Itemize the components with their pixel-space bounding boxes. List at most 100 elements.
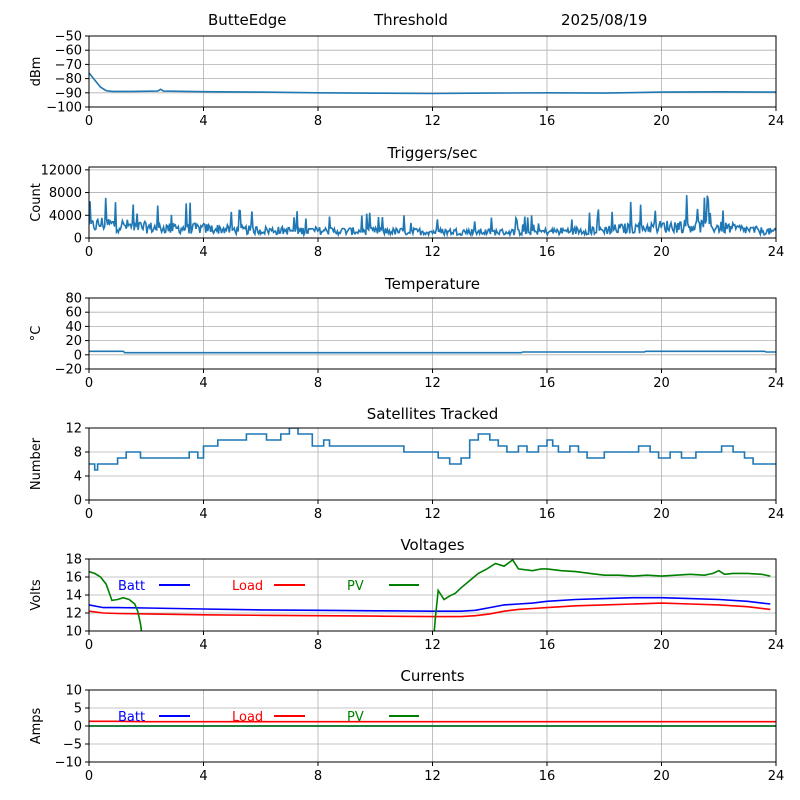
x-tick-label: 8 (314, 245, 322, 260)
y-tick-label: 18 (65, 553, 82, 568)
x-tick-label: 24 (768, 507, 785, 522)
y-tick-label: 60 (65, 306, 82, 321)
x-tick-label: 12 (424, 507, 441, 522)
x-tick-label: 24 (768, 638, 785, 653)
x-tick-label: 0 (85, 638, 93, 653)
y-tick-label: 40 (65, 320, 82, 335)
x-tick-label: 16 (539, 638, 556, 653)
chart-title: Triggers/sec (387, 144, 478, 162)
y-axis-label: Volts (29, 579, 44, 611)
x-tick-label: 12 (424, 376, 441, 391)
y-tick-label: −5 (63, 738, 82, 753)
y-tick-label: −50 (55, 30, 82, 45)
y-tick-label: 12 (65, 422, 82, 437)
series-line (89, 195, 776, 238)
y-axis-label: Amps (29, 707, 44, 744)
chart-panel-2: 0 4 8 12 16 20 24 0 4000 8000 12000 Triggers/sec Cou… (29, 144, 784, 260)
chart-title: Currents (400, 667, 464, 685)
x-tick-label: 0 (85, 114, 93, 129)
x-tick-label: 24 (768, 245, 785, 260)
chart-panel-6: 0 4 8 12 16 20 24 −10 −5 0 5 10 Currents Amps Batt Load… (29, 667, 784, 784)
series-line (89, 428, 776, 471)
y-tick-label: −80 (55, 72, 82, 87)
legend-label-pv: PV (347, 710, 364, 725)
y-tick-label: −20 (55, 363, 82, 378)
x-tick-label: 20 (653, 376, 670, 391)
x-tick-label: 4 (199, 769, 207, 784)
x-tick-label: 20 (653, 507, 670, 522)
legend-label-load: Load (232, 710, 263, 725)
y-axis-label: Number (29, 437, 44, 490)
chart-title: Satellites Tracked (367, 405, 498, 423)
y-tick-label: 8000 (49, 186, 82, 201)
x-tick-label: 4 (199, 638, 207, 653)
legend-label-load: Load (232, 579, 263, 594)
series-line-pv (433, 559, 771, 631)
station-name: ButteEdge (208, 11, 287, 29)
chart-panel-5: 0 4 8 12 16 20 24 10 12 14 16 18 Voltages Volts Batt Lo… (29, 536, 784, 653)
x-tick-label: 20 (653, 245, 670, 260)
y-tick-label: 0 (74, 232, 82, 247)
x-tick-label: 8 (314, 507, 322, 522)
chart-panel-4: 0 4 8 12 16 20 24 0 4 8 12 Satellites Tracked Number (29, 405, 784, 522)
x-tick-label: 20 (653, 769, 670, 784)
x-tick-label: 24 (768, 376, 785, 391)
chart-title: Voltages (400, 536, 464, 554)
x-tick-label: 0 (85, 507, 93, 522)
y-axis-label: dBm (29, 57, 44, 87)
x-tick-label: 8 (314, 769, 322, 784)
y-tick-label: 14 (65, 589, 82, 604)
x-tick-label: 12 (424, 245, 441, 260)
y-tick-label: 10 (65, 625, 82, 640)
x-tick-label: 12 (424, 769, 441, 784)
series-line-load (89, 602, 771, 618)
x-tick-label: 8 (314, 376, 322, 391)
series-line-pv (89, 570, 143, 631)
x-tick-label: 8 (314, 114, 322, 129)
y-tick-label: 8 (74, 446, 82, 461)
x-tick-label: 4 (199, 245, 207, 260)
y-tick-label: −70 (55, 58, 82, 73)
y-tick-label: 0 (74, 494, 82, 509)
y-tick-label: 5 (74, 702, 82, 717)
x-tick-label: 0 (85, 245, 93, 260)
date-label: 2025/08/19 (561, 11, 648, 29)
series-line-batt (89, 596, 771, 613)
mode-label: Threshold (374, 11, 448, 29)
series-line (89, 350, 776, 354)
y-tick-label: 4 (74, 470, 82, 485)
x-tick-label: 20 (653, 638, 670, 653)
x-tick-label: 4 (199, 376, 207, 391)
y-axis-label: °C (29, 326, 44, 342)
y-tick-label: 80 (65, 292, 82, 307)
x-tick-label: 16 (539, 245, 556, 260)
y-tick-label: −60 (55, 44, 82, 59)
y-tick-label: 10 (65, 684, 82, 699)
x-tick-label: 0 (85, 769, 93, 784)
chart-title: Temperature (384, 275, 480, 293)
y-tick-label: −90 (55, 86, 82, 101)
y-tick-label: 12000 (41, 163, 82, 178)
x-tick-label: 8 (314, 638, 322, 653)
series-line (89, 72, 776, 95)
x-tick-label: 0 (85, 376, 93, 391)
y-tick-label: 16 (65, 571, 82, 586)
y-tick-label: 0 (74, 348, 82, 363)
legend-label-batt: Batt (118, 579, 145, 594)
x-tick-label: 16 (539, 376, 556, 391)
legend-label-batt: Batt (118, 710, 145, 725)
y-axis-label: Count (29, 183, 44, 222)
x-tick-label: 20 (653, 114, 670, 129)
y-tick-label: −100 (46, 101, 82, 116)
x-tick-label: 4 (199, 114, 207, 129)
x-tick-label: 24 (768, 769, 785, 784)
x-tick-label: 24 (768, 114, 785, 129)
y-tick-label: 12 (65, 607, 82, 622)
y-tick-label: 0 (74, 720, 82, 735)
chart-panel-1: 0 4 8 12 16 20 24 −100−90−80−70−60−50 dBm (29, 30, 784, 130)
x-tick-label: 12 (424, 114, 441, 129)
y-tick-label: 20 (65, 334, 82, 349)
x-tick-label: 16 (539, 114, 556, 129)
